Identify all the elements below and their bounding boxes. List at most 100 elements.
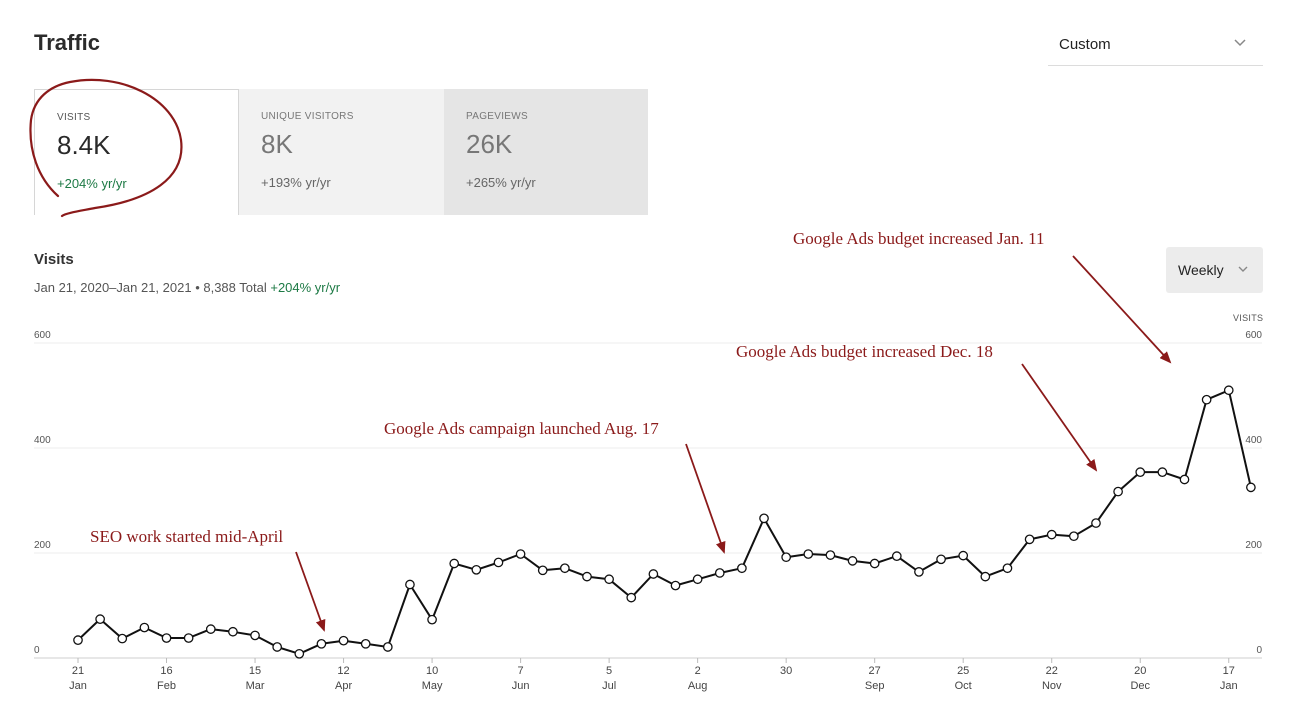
page-title: Traffic	[34, 30, 101, 55]
data-point[interactable]	[316, 638, 327, 649]
data-point[interactable]	[228, 626, 238, 637]
interval-select[interactable]: Weekly	[1166, 247, 1263, 293]
series-line	[77, 389, 1252, 655]
annotation-arrow	[685, 443, 726, 554]
data-point[interactable]	[1069, 531, 1079, 542]
x-tick-month: May	[422, 680, 443, 692]
interval-label: Weekly	[1178, 262, 1224, 278]
data-point[interactable]	[891, 551, 902, 562]
data-point[interactable]	[914, 567, 924, 577]
data-point[interactable]	[1046, 529, 1057, 540]
data-point[interactable]	[626, 592, 637, 603]
date-range-label: Custom	[1059, 36, 1111, 53]
x-tick-month: Mar	[246, 680, 265, 692]
metric-delta: +265% yr/yr	[466, 175, 536, 190]
data-point[interactable]	[670, 580, 681, 591]
x-tick-day: 17	[1223, 665, 1235, 677]
data-point[interactable]	[803, 549, 814, 559]
x-tick-day: 5	[606, 665, 612, 677]
annotation-label: Google Ads budget increased Jan. 11	[793, 229, 1044, 248]
data-point[interactable]	[382, 642, 393, 652]
data-point[interactable]	[781, 552, 792, 563]
data-point[interactable]	[73, 635, 83, 646]
data-point[interactable]	[648, 569, 659, 579]
x-tick-day: 2	[695, 665, 701, 677]
data-point[interactable]	[1135, 467, 1146, 477]
data-point[interactable]	[1246, 482, 1256, 493]
x-tick-day: 25	[957, 665, 969, 677]
chevron-down-icon	[1234, 39, 1246, 47]
date-range-select[interactable]: Custom	[1048, 24, 1263, 66]
data-point[interactable]	[338, 635, 349, 646]
data-point[interactable]	[139, 622, 150, 633]
y-tick-label-left: 0	[34, 645, 40, 656]
x-tick-month: Feb	[157, 680, 176, 692]
data-point[interactable]	[493, 557, 504, 568]
data-point[interactable]	[449, 558, 460, 569]
x-tick-month: Jan	[1220, 680, 1238, 692]
data-point[interactable]	[95, 614, 105, 625]
metric-card-unique-visitors[interactable]: UNIQUE VISITORS 8K +193% yr/yr	[239, 89, 444, 215]
y-tick-label-right: 600	[1245, 330, 1262, 341]
y-axis-title: VISITS	[1233, 313, 1264, 323]
data-point[interactable]	[515, 549, 526, 559]
data-point[interactable]	[117, 633, 128, 644]
x-tick-month: Jan	[69, 680, 87, 692]
data-point[interactable]	[692, 574, 703, 585]
data-point[interactable]	[936, 554, 946, 565]
data-point[interactable]	[1223, 385, 1234, 396]
data-point[interactable]	[560, 563, 570, 574]
x-tick-month: Dec	[1130, 680, 1150, 692]
data-point[interactable]	[1024, 534, 1035, 545]
x-tick-day: 15	[249, 665, 261, 677]
x-tick-day: 30	[780, 665, 792, 677]
x-tick-month: Oct	[955, 680, 972, 692]
data-point[interactable]	[1157, 467, 1168, 477]
metric-value: 26K	[466, 129, 513, 159]
annotation-arrow	[1021, 363, 1098, 472]
metric-card-pageviews[interactable]: PAGEVIEWS 26K +265% yr/yr	[444, 89, 648, 215]
x-tick-day: 10	[426, 665, 438, 677]
data-point[interactable]	[604, 574, 614, 585]
data-point[interactable]	[471, 564, 482, 575]
data-point[interactable]	[1002, 563, 1013, 574]
x-tick-month: Jun	[512, 680, 530, 692]
data-point[interactable]	[1091, 518, 1101, 528]
data-point[interactable]	[737, 563, 747, 574]
x-tick-day: 12	[337, 665, 349, 677]
data-point[interactable]	[1201, 394, 1212, 405]
x-tick-month: Sep	[865, 680, 885, 692]
visits-section-title: Visits	[34, 251, 74, 268]
x-tick-month: Jul	[602, 680, 616, 692]
data-point[interactable]	[825, 550, 836, 560]
data-point[interactable]	[869, 558, 880, 569]
data-point[interactable]	[405, 579, 415, 590]
y-tick-label-right: 400	[1245, 435, 1262, 446]
data-point[interactable]	[759, 513, 769, 524]
annotation-arrow	[1072, 255, 1172, 364]
data-point[interactable]	[847, 556, 858, 566]
data-point[interactable]	[272, 642, 283, 652]
x-tick-day: 20	[1134, 665, 1146, 677]
x-tick-day: 21	[72, 665, 84, 677]
visits-date-range: Jan 21, 2020–Jan 21, 2021 • 8,388 Total	[34, 280, 267, 295]
data-point[interactable]	[183, 633, 194, 643]
data-point[interactable]	[582, 571, 592, 582]
data-point[interactable]	[294, 648, 305, 659]
data-point[interactable]	[1113, 486, 1123, 497]
data-point[interactable]	[250, 630, 260, 641]
metric-value: 8K	[261, 129, 293, 159]
data-point[interactable]	[360, 638, 371, 649]
data-point[interactable]	[537, 565, 548, 576]
data-point[interactable]	[980, 571, 991, 582]
data-point[interactable]	[1179, 474, 1190, 485]
data-point[interactable]	[714, 568, 725, 578]
x-tick-month: Apr	[335, 680, 352, 692]
visits-subtitle: Jan 21, 2020–Jan 21, 2021 • 8,388 Total …	[34, 280, 340, 295]
y-tick-label-right: 200	[1245, 540, 1262, 551]
data-point[interactable]	[958, 550, 969, 561]
data-point[interactable]	[205, 624, 216, 634]
data-point[interactable]	[427, 614, 437, 625]
data-point[interactable]	[161, 633, 172, 643]
